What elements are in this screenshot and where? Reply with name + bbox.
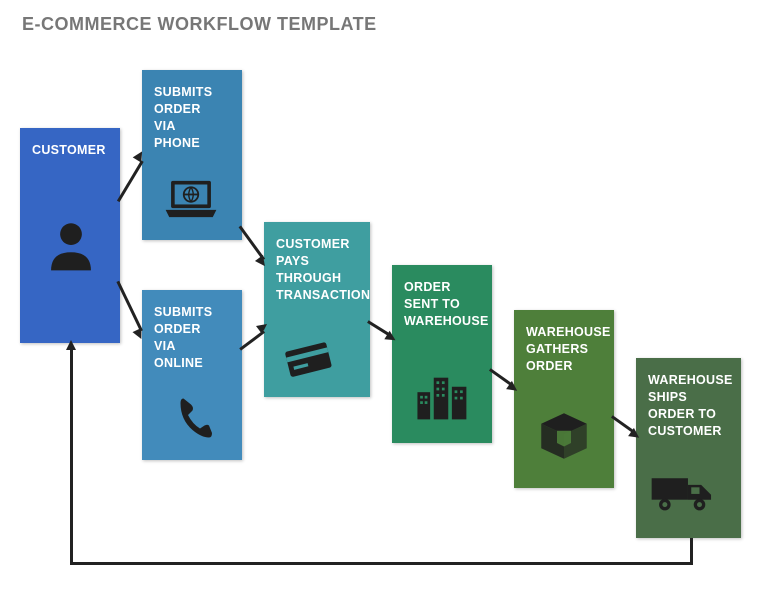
arrow xyxy=(117,281,143,332)
node-phone: SUBMITS ORDER VIA PHONE xyxy=(142,70,242,240)
node-label: WAREHOUSE SHIPS ORDER TO CUSTOMER xyxy=(648,372,729,440)
node-label: SUBMITS ORDER VIA ONLINE xyxy=(154,304,230,372)
feedback-arrow-segment xyxy=(690,538,693,562)
card-icon xyxy=(282,332,334,384)
truck-icon xyxy=(650,470,716,516)
feedback-arrow-segment xyxy=(70,562,693,565)
node-label: SUBMITS ORDER VIA PHONE xyxy=(154,84,230,152)
node-gather: WAREHOUSE GATHERS ORDER xyxy=(514,310,614,488)
laptop-icon xyxy=(162,170,220,228)
node-online: SUBMITS ORDER VIA ONLINE xyxy=(142,290,242,460)
node-customer: CUSTOMER xyxy=(20,128,120,343)
person-icon xyxy=(42,216,100,274)
arrow xyxy=(117,161,143,202)
node-pay: CUSTOMER PAYS THROUGH TRANSACTION xyxy=(264,222,370,397)
box-icon xyxy=(536,408,592,464)
node-sent: ORDER SENT TO WAREHOUSE xyxy=(392,265,492,443)
feedback-arrow-segment xyxy=(70,348,73,562)
node-label: CUSTOMER PAYS THROUGH TRANSACTION xyxy=(276,236,358,304)
buildings-icon xyxy=(412,365,470,423)
node-label: WAREHOUSE GATHERS ORDER xyxy=(526,324,602,375)
phone-icon xyxy=(170,394,218,442)
node-label: CUSTOMER xyxy=(32,142,108,159)
node-label: ORDER SENT TO WAREHOUSE xyxy=(404,279,480,330)
page-title: E-COMMERCE WORKFLOW TEMPLATE xyxy=(22,14,377,35)
feedback-arrow-head-icon xyxy=(66,340,76,350)
node-ship: WAREHOUSE SHIPS ORDER TO CUSTOMER xyxy=(636,358,741,538)
